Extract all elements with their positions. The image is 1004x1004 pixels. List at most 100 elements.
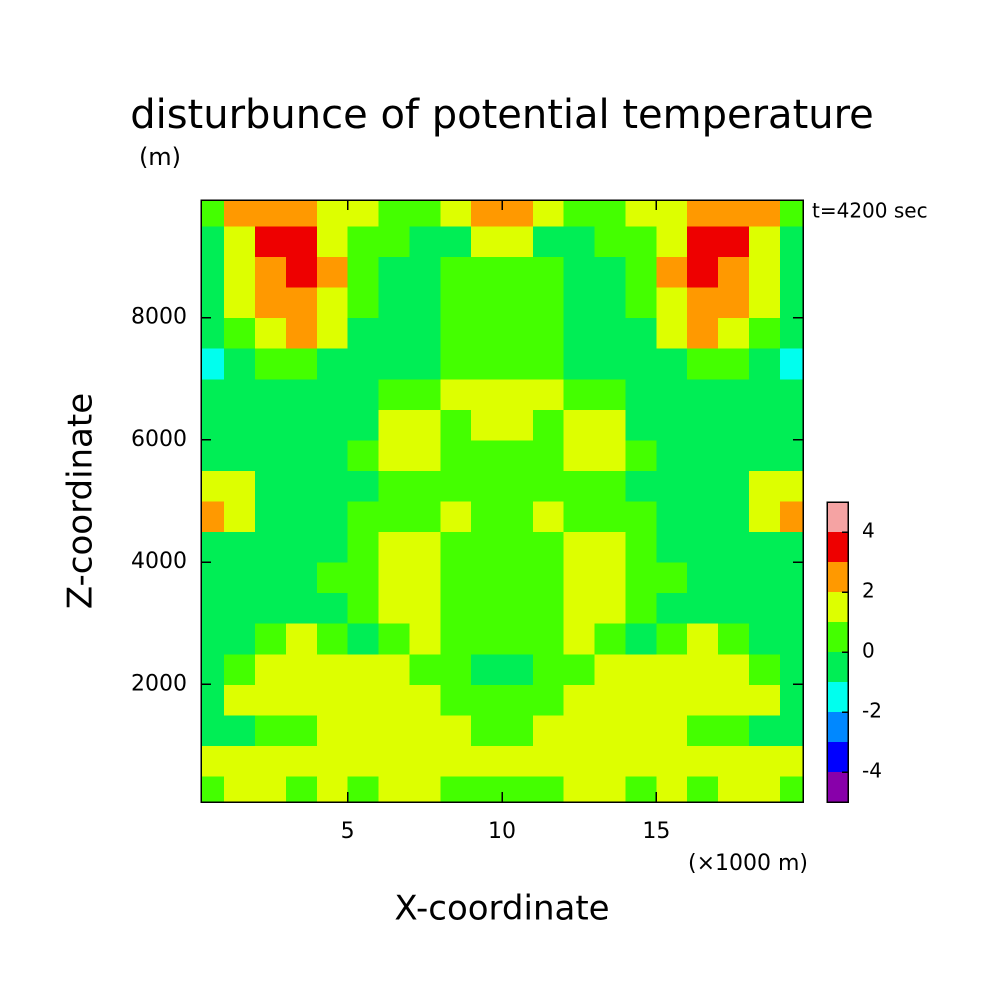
contour-cell	[255, 745, 287, 777]
contour-cell	[687, 409, 719, 441]
contour-cell	[502, 501, 534, 533]
contour-cell	[687, 256, 719, 288]
contour-cell	[285, 562, 318, 594]
contour-cell	[594, 592, 626, 624]
contour-cell	[378, 348, 410, 380]
contour-cell	[347, 501, 380, 533]
contour-cell	[532, 501, 565, 533]
contour-cell	[440, 470, 472, 502]
contour-cell	[502, 287, 534, 319]
contour-cell	[471, 776, 503, 803]
contour-cell	[779, 714, 804, 746]
contour-cell	[594, 470, 626, 502]
contour-cell	[378, 287, 410, 319]
contour-cell	[285, 623, 318, 655]
contour-cell	[224, 745, 256, 777]
contour-cell	[532, 256, 565, 288]
contour-cell	[378, 200, 410, 227]
contour-cell	[378, 531, 410, 563]
colorbar-segment	[827, 652, 848, 682]
contour-cell	[779, 256, 804, 288]
colorbar-segment	[827, 712, 848, 742]
contour-cell	[563, 348, 596, 380]
contour-cell	[656, 745, 688, 777]
contour-cell	[255, 592, 287, 624]
contour-cell	[409, 684, 441, 716]
contour-cell	[378, 317, 410, 349]
contour-cell	[471, 200, 503, 227]
contour-cell	[563, 745, 596, 777]
contour-cell	[285, 378, 318, 410]
contour-cell	[201, 653, 225, 685]
contour-cell	[224, 684, 256, 716]
contour-cell	[409, 623, 441, 655]
contour-cell	[409, 348, 441, 380]
contour-cell	[625, 745, 657, 777]
contour-cell	[201, 439, 225, 471]
contour-cell	[285, 409, 318, 441]
contour-cell	[718, 200, 750, 227]
contour-cell	[378, 470, 410, 502]
contour-cell	[285, 531, 318, 563]
contour-cell	[409, 501, 441, 533]
contour-cell	[224, 348, 256, 380]
contour-cell	[347, 200, 380, 227]
contour-cell	[594, 200, 626, 227]
contour-cell	[440, 714, 472, 746]
contour-cell	[502, 684, 534, 716]
colorbar-segment	[827, 592, 848, 622]
contour-cell	[316, 470, 349, 502]
contour-cell	[409, 378, 441, 410]
contour-cell	[285, 714, 318, 746]
contour-cell	[378, 409, 410, 441]
contour-cell	[532, 348, 565, 380]
contour-cell	[224, 592, 256, 624]
contour-cell	[687, 470, 719, 502]
contour-cell	[440, 439, 472, 471]
contour-cell	[471, 225, 503, 258]
contour-cell	[718, 531, 750, 563]
contour-cell	[201, 200, 225, 227]
contour-cell	[440, 684, 472, 716]
contour-cell	[255, 287, 287, 319]
contour-cell	[748, 501, 781, 533]
contour-cell	[440, 653, 472, 685]
contour-cell	[748, 531, 781, 563]
contour-cell	[378, 501, 410, 533]
contour-cell	[718, 562, 750, 594]
contour-cell	[255, 409, 287, 441]
contour-cell	[224, 409, 256, 441]
contour-cell	[563, 653, 596, 685]
contour-cell	[532, 714, 565, 746]
contour-cell	[748, 378, 781, 410]
contour-cell	[471, 592, 503, 624]
contour-cell	[255, 256, 287, 288]
contour-cell	[718, 623, 750, 655]
contour-cell	[255, 714, 287, 746]
contour-cell	[471, 653, 503, 685]
contour-cell	[347, 348, 380, 380]
contour-cell	[316, 225, 349, 258]
contour-cell	[316, 378, 349, 410]
contour-cell	[347, 470, 380, 502]
contour-cell	[471, 348, 503, 380]
x-axis-label: X-coordinate	[394, 889, 609, 929]
contour-cell	[347, 317, 380, 349]
contour-cell	[347, 531, 380, 563]
contour-cell	[656, 409, 688, 441]
contour-cell	[409, 562, 441, 594]
contour-cell	[656, 714, 688, 746]
contour-cell	[625, 287, 657, 319]
contour-cell	[594, 501, 626, 533]
contour-cell	[471, 287, 503, 319]
contour-cell	[563, 200, 596, 227]
contour-cell	[201, 592, 225, 624]
contour-cell	[285, 501, 318, 533]
contour-cell	[255, 562, 287, 594]
contour-cell	[718, 225, 750, 258]
contour-cell	[748, 776, 781, 803]
contour-cell	[656, 200, 688, 227]
contour-cell	[224, 623, 256, 655]
contour-cell	[409, 200, 441, 227]
contour-cell	[687, 714, 719, 746]
